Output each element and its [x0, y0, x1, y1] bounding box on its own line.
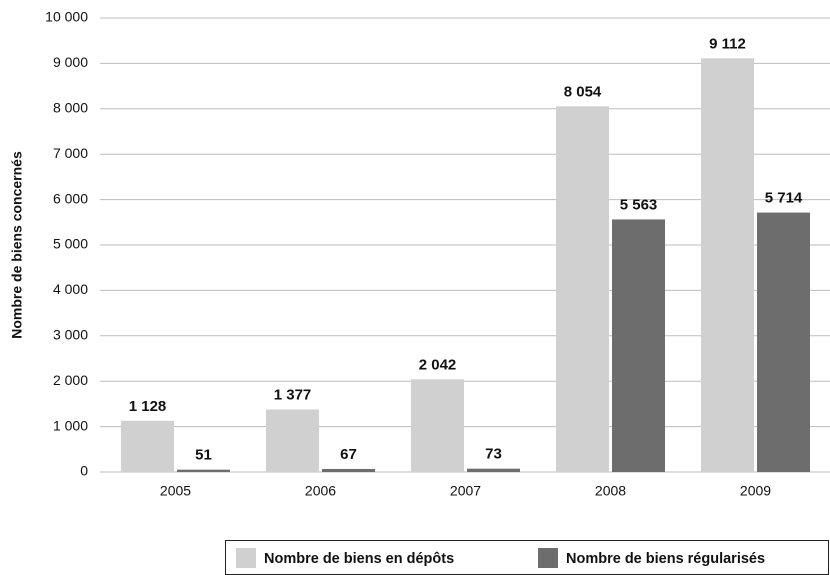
bar [757, 212, 810, 472]
bar [121, 420, 174, 472]
legend-label: Nombre de biens en dépôts [264, 551, 454, 567]
x-tick-label: 2008 [595, 483, 626, 499]
y-tick-label: 10 000 [45, 9, 88, 25]
legend-box [225, 540, 829, 575]
bar [322, 468, 375, 472]
y-tick-label: 6 000 [53, 190, 88, 206]
value-label: 1 128 [129, 398, 167, 415]
legend-swatch [236, 548, 256, 568]
value-label: 9 112 [709, 35, 746, 52]
x-tick-label: 2005 [160, 483, 191, 499]
y-tick-label: 1 000 [53, 417, 88, 433]
y-tick-label: 8 000 [53, 100, 88, 116]
bar [701, 58, 754, 473]
x-tick-label: 2007 [450, 483, 481, 499]
y-tick-label: 0 [80, 463, 88, 479]
y-axis-label: Nombre de biens concernés [9, 151, 25, 339]
bar [556, 106, 609, 473]
value-label: 5 563 [620, 196, 658, 213]
legend-swatch [538, 548, 558, 568]
y-tick-label: 4 000 [53, 281, 88, 297]
y-tick-label: 2 000 [53, 372, 88, 388]
value-label: 5 714 [765, 190, 803, 207]
bar [177, 469, 230, 472]
value-label: 2 042 [419, 356, 457, 373]
y-tick-label: 7 000 [53, 145, 88, 161]
bar [411, 379, 464, 472]
value-label: 1 377 [274, 386, 312, 403]
y-tick-label: 9 000 [53, 54, 88, 70]
bar [266, 409, 319, 472]
y-tick-label: 3 000 [53, 327, 88, 343]
y-tick-label: 5 000 [53, 236, 88, 252]
bar [467, 468, 520, 472]
x-tick-label: 2006 [305, 483, 336, 499]
bar [612, 219, 665, 472]
x-tick-label: 2009 [740, 483, 771, 499]
value-label: 67 [340, 446, 357, 463]
legend-label: Nombre de biens régularisés [566, 551, 765, 567]
value-label: 73 [485, 446, 502, 463]
value-label: 51 [195, 447, 212, 464]
value-label: 8 054 [564, 83, 602, 100]
